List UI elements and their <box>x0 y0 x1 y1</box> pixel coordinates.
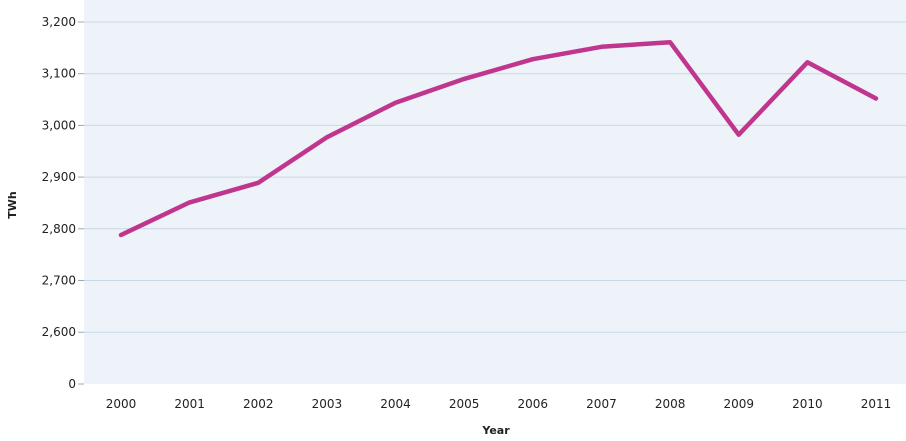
y-tick-label: 2,700 <box>42 274 76 288</box>
x-tick-label: 2009 <box>723 397 754 411</box>
series-line <box>118 39 879 238</box>
x-tick-label: 2004 <box>380 397 411 411</box>
y-tick-label: 2,800 <box>42 222 76 236</box>
y-tick-label: 2,900 <box>42 170 76 184</box>
x-tick-label: 2005 <box>449 397 480 411</box>
gridlines <box>78 21 906 385</box>
plot-background <box>84 0 906 384</box>
y-tick-label: 0 <box>68 377 76 391</box>
x-tick-label: 2011 <box>861 397 892 411</box>
x-tick-label: 2000 <box>106 397 137 411</box>
x-tick-label: 2006 <box>518 397 549 411</box>
x-tick-label: 2007 <box>586 397 617 411</box>
x-tick-label: 2003 <box>312 397 343 411</box>
y-tick-label: 3,000 <box>42 118 76 132</box>
y-axis-title: TWh <box>6 191 19 218</box>
x-tick-label: 2001 <box>174 397 205 411</box>
x-tick-label: 2002 <box>243 397 274 411</box>
y-tick-labels: 0 2,600 2,700 2,800 2,900 3,000 3,100 3,200 <box>42 15 76 391</box>
x-tick-labels: 2000 2001 2002 2003 2004 2005 2006 2007 2008 2009… <box>106 397 892 411</box>
y-tick-label: 2,600 <box>42 325 76 339</box>
x-tick-label: 2010 <box>792 397 823 411</box>
y-tick-label: 3,100 <box>42 67 76 81</box>
x-tick-label: 2008 <box>655 397 686 411</box>
y-tick-label: 3,200 <box>42 15 76 29</box>
x-axis-title: Year <box>481 424 510 437</box>
